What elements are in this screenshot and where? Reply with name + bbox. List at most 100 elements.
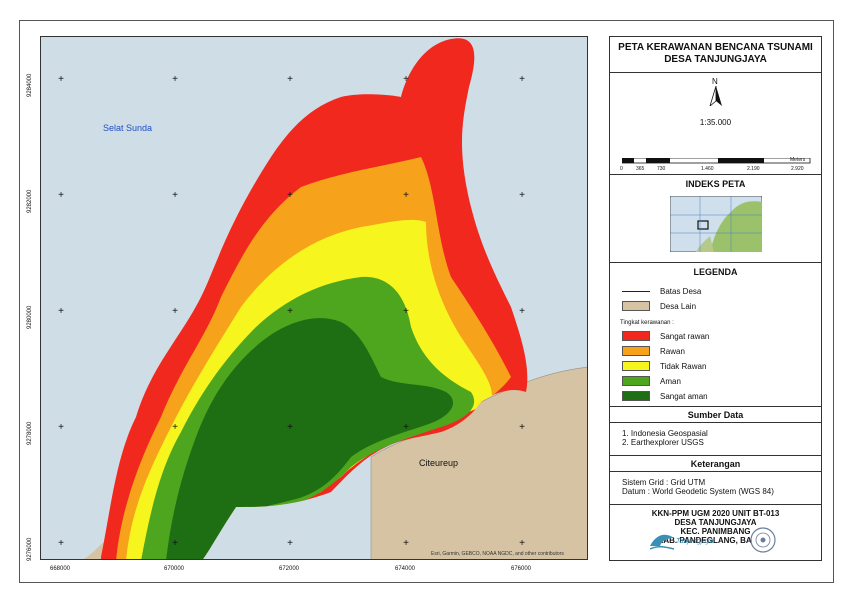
legend-label: Sangat rawan: [660, 331, 710, 341]
legend-label: Rawan: [660, 346, 685, 356]
swatch-sangat-rawan: [622, 331, 650, 341]
x-tick-label: 674000: [394, 566, 416, 572]
sea-label: Selat Sunda: [103, 123, 153, 133]
y-tick-label: 9280000: [27, 305, 33, 329]
grid-cross: +: [519, 190, 525, 201]
map-canvas[interactable]: Selat Sunda Citeureup Esri, Garmin, GEBC…: [40, 36, 588, 560]
legend-item-rawan: Rawan: [622, 346, 685, 356]
grid-cross: +: [519, 306, 525, 317]
grid-cross: +: [403, 538, 409, 549]
grid-cross: +: [172, 74, 178, 85]
notes-heading-box: Keterangan: [610, 456, 821, 472]
sources-heading: Sumber Data: [687, 410, 744, 420]
legend-item-aman: Aman: [622, 376, 681, 386]
scale-ratio: 1:35.000: [699, 118, 732, 127]
notes-heading: Keterangan: [690, 459, 741, 469]
swatch-desa-lain: [622, 301, 650, 311]
legend-label: Aman: [660, 376, 681, 386]
grid-cross: +: [58, 74, 64, 85]
attribution: Esri, Garmin, GEBCO, NOAA NGDC, and othe…: [431, 551, 564, 557]
title-box: PETA KERAWANAN BENCANA TSUNAMI DESA TANJ…: [610, 37, 821, 73]
grid-cross: +: [172, 306, 178, 317]
grid-cross: +: [287, 74, 293, 85]
north-label: N: [712, 77, 718, 86]
grid-cross: +: [172, 190, 178, 201]
wave-logo-icon: [649, 534, 675, 550]
notes-list: Sistem Grid : Grid UTM Datum : World Geo…: [610, 472, 821, 505]
swatch-rawan: [622, 346, 650, 356]
grid-cross: +: [403, 306, 409, 317]
legend-panel: PETA KERAWANAN BENCANA TSUNAMI DESA TANJ…: [609, 36, 822, 561]
scale-tick-5: 2.920: [791, 166, 804, 172]
legend-item-tidak-rawan: Tidak Rawan: [622, 361, 706, 371]
scale-tick-2: 730: [657, 166, 666, 172]
footer-line: KAB. PANDEGLANG, BANTEN: [657, 536, 774, 545]
map-drawing: [84, 38, 587, 559]
y-tick-label: 9278000: [27, 421, 33, 445]
grid-cross: +: [287, 190, 293, 201]
grid-cross: +: [58, 306, 64, 317]
legend-box: LEGENDA Batas Desa Desa Lain Tingkat ker…: [610, 263, 821, 407]
scale-tick-4: 2.190: [747, 166, 760, 172]
line-symbol-icon: [622, 291, 650, 292]
grid-cross: +: [403, 190, 409, 201]
legend-label: Tidak Rawan: [660, 361, 707, 371]
kkn-logo: Tanjungjaya: [648, 530, 726, 552]
scale-tick-3: 1.460: [701, 166, 714, 172]
legend-label: Desa Lain: [660, 301, 697, 311]
swatch-aman: [622, 376, 650, 386]
grid-cross: +: [58, 190, 64, 201]
index-map-box: INDEKS PETA: [610, 175, 821, 263]
grid-cross: +: [172, 538, 178, 549]
grid-cross: +: [172, 422, 178, 433]
grid-cross: +: [519, 74, 525, 85]
source-item: 1. Indonesia Geospasial: [622, 429, 708, 438]
legend-item-batas-desa: Batas Desa: [622, 287, 701, 296]
legend-item-desa-lain: Desa Lain: [622, 301, 696, 311]
legend-item-sangat-rawan: Sangat rawan: [622, 331, 709, 341]
legend-heading: LEGENDA: [693, 267, 738, 277]
footer-line: DESA TANJUNGJAYA: [674, 518, 757, 527]
map-title-line2: DESA TANJUNGJAYA: [664, 54, 767, 65]
index-map: [670, 196, 762, 252]
y-tick-label: 9282000: [27, 189, 33, 213]
grid-cross: +: [519, 538, 525, 549]
grid-cross: +: [287, 422, 293, 433]
sources-list: 1. Indonesia Geospasial 2. Earthexplorer…: [610, 423, 821, 456]
legend-item-sangat-aman: Sangat aman: [622, 391, 708, 401]
footer-line: KEC. PANIMBANG: [680, 527, 751, 536]
hazard-zones: [101, 38, 528, 559]
grid-cross: +: [58, 538, 64, 549]
x-tick-label: 668000: [49, 566, 71, 572]
footer-line: KKN-PPM UGM 2020 UNIT BT-013: [651, 509, 780, 518]
grid-cross: +: [287, 306, 293, 317]
legend-label: Sangat aman: [660, 391, 708, 401]
hazard-subheading: Tingkat kerawanan :: [620, 320, 674, 326]
x-tick-label: 672000: [278, 566, 300, 572]
footer-box: KKN-PPM UGM 2020 UNIT BT-013 DESA TANJUN…: [610, 505, 821, 562]
scale-box: N 1:35.000 0 365 730 1.460 2.190 2.920 M…: [610, 73, 821, 175]
note-item: Datum : World Geodetic System (WGS 84): [622, 487, 774, 496]
sources-box: Sumber Data: [610, 407, 821, 423]
grid-cross: +: [403, 422, 409, 433]
x-tick-label: 670000: [163, 566, 185, 572]
grid-cross: +: [519, 422, 525, 433]
y-tick-label: 9284000: [27, 73, 33, 97]
x-tick-label: 676000: [510, 566, 532, 572]
scale-tick-1: 365: [636, 166, 645, 172]
grid-cross: +: [287, 538, 293, 549]
scale-unit: Meters: [790, 157, 806, 163]
grid-cross: +: [403, 74, 409, 85]
grid-cross: +: [58, 422, 64, 433]
map-title-line1: PETA KERAWANAN BENCANA TSUNAMI: [618, 42, 813, 53]
scale-bar: [622, 158, 811, 164]
scale-tick-0: 0: [620, 166, 623, 172]
index-heading: INDEKS PETA: [685, 179, 746, 189]
legend-label: Batas Desa: [660, 287, 702, 296]
swatch-sangat-aman: [622, 391, 650, 401]
ugm-seal-icon: [750, 527, 776, 553]
source-item: 2. Earthexplorer USGS: [622, 438, 704, 447]
north-arrow-icon: [709, 86, 722, 106]
y-tick-label: 9276000: [27, 537, 33, 561]
note-item: Sistem Grid : Grid UTM: [622, 478, 706, 487]
